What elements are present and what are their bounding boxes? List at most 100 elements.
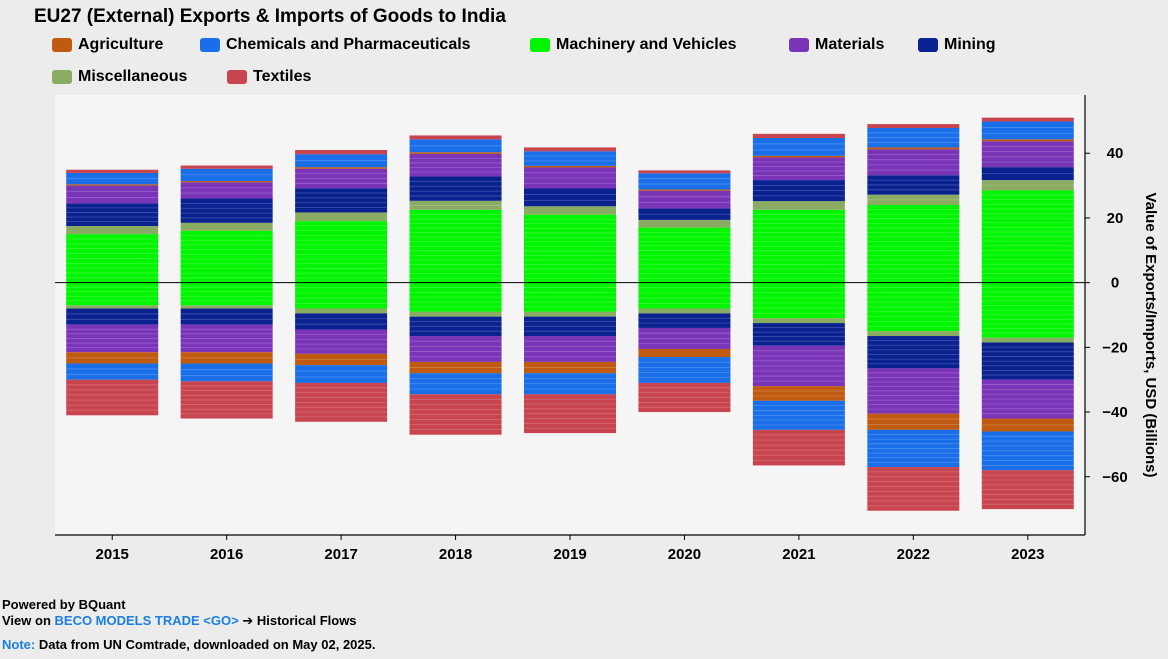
bar-imports-mining-2021: [752, 323, 845, 346]
x-tick-label-2018: 2018: [439, 546, 472, 563]
legend-swatch: [52, 70, 72, 84]
bar-exports-miscellaneous-2017: [295, 212, 388, 222]
bar-exports-chemicals-and-pharmaceuticals-2023: [981, 121, 1074, 140]
chart-title: EU27 (External) Exports & Imports of Goo…: [34, 6, 506, 27]
legend-item-miscellaneous[interactable]: Miscellaneous: [52, 68, 187, 86]
bar-imports-chemicals-and-pharmaceuticals-2022: [867, 429, 960, 468]
bar-imports-mining-2022: [867, 336, 960, 369]
bar-imports-mining-2018: [409, 316, 502, 337]
bar-exports-agriculture-2018: [409, 152, 502, 154]
powered-by: Powered by BQuant: [2, 597, 126, 612]
bar-imports-mining-2017: [295, 313, 388, 330]
bar-imports-materials-2020: [638, 327, 731, 349]
view-on-suffix: ➔ Historical Flows: [242, 613, 357, 628]
bar-exports-materials-2015: [66, 185, 159, 204]
y-tick-label: −40: [1102, 404, 1127, 421]
legend-item-textiles[interactable]: Textiles: [227, 68, 311, 86]
bar-imports-miscellaneous-2018: [409, 311, 502, 317]
bar-imports-agriculture-2020: [638, 348, 731, 358]
bar-exports-miscellaneous-2022: [867, 194, 960, 205]
bar-exports-mining-2023: [981, 167, 1074, 181]
bar-imports-chemicals-and-pharmaceuticals-2017: [295, 365, 388, 383]
bar-imports-machinery-and-vehicles-2019: [524, 282, 616, 312]
bar-imports-textiles-2015: [66, 379, 159, 416]
bar-imports-machinery-and-vehicles-2021: [752, 282, 845, 319]
y-tick-label: −60: [1102, 469, 1127, 486]
bar-exports-agriculture-2023: [981, 139, 1074, 142]
bar-exports-miscellaneous-2018: [409, 200, 502, 210]
legend-item-chemicals-and-pharmaceuticals[interactable]: Chemicals and Pharmaceuticals: [200, 36, 471, 54]
bar-exports-agriculture-2017: [295, 167, 388, 169]
bar-exports-miscellaneous-2020: [638, 219, 731, 228]
bar-exports-chemicals-and-pharmaceuticals-2016: [180, 168, 273, 182]
bar-exports-textiles-2020: [638, 170, 731, 174]
legend-label: Miscellaneous: [78, 68, 188, 85]
legend-swatch: [227, 70, 247, 84]
bar-exports-mining-2017: [295, 188, 388, 213]
bar-exports-textiles-2015: [66, 169, 159, 173]
legend-swatch: [530, 38, 550, 52]
bar-exports-chemicals-and-pharmaceuticals-2020: [638, 173, 731, 190]
legend-label: Mining: [944, 36, 996, 53]
legend-label: Textiles: [253, 68, 312, 85]
bar-exports-chemicals-and-pharmaceuticals-2019: [524, 151, 616, 166]
legend-item-mining[interactable]: Mining: [918, 36, 996, 54]
view-on-line: View on BECO MODELS TRADE <GO> ➔ Histori…: [2, 613, 357, 629]
legend-label: Machinery and Vehicles: [556, 36, 737, 53]
bar-imports-machinery-and-vehicles-2022: [867, 282, 960, 332]
bar-imports-mining-2016: [180, 308, 273, 325]
bar-exports-machinery-and-vehicles-2020: [638, 227, 731, 283]
bar-exports-machinery-and-vehicles-2015: [66, 234, 159, 283]
bar-imports-agriculture-2015: [66, 352, 159, 364]
bar-imports-materials-2021: [752, 345, 845, 387]
bar-exports-materials-2023: [981, 141, 1074, 168]
bar-exports-textiles-2023: [981, 117, 1074, 122]
y-tick-label: 40: [1107, 145, 1124, 162]
x-tick-label-2020: 2020: [668, 546, 701, 563]
bar-imports-chemicals-and-pharmaceuticals-2020: [638, 357, 731, 383]
bar-imports-agriculture-2017: [295, 353, 388, 366]
bar-imports-textiles-2020: [638, 382, 731, 413]
bar-imports-materials-2016: [180, 324, 273, 353]
x-tick-label-2017: 2017: [324, 546, 357, 563]
bar-imports-materials-2018: [409, 336, 502, 362]
y-axis-label: Value of Exports/Imports, USD (Billions): [1142, 192, 1159, 477]
bar-exports-machinery-and-vehicles-2017: [295, 221, 388, 283]
bar-imports-mining-2019: [524, 316, 616, 337]
bar-exports-mining-2018: [409, 176, 502, 201]
bar-exports-miscellaneous-2016: [180, 222, 273, 231]
bar-imports-machinery-and-vehicles-2015: [66, 282, 159, 306]
y-tick-label: 20: [1107, 210, 1124, 227]
bar-exports-materials-2018: [409, 153, 502, 177]
bar-exports-materials-2019: [524, 167, 616, 189]
x-tick-label-2019: 2019: [553, 546, 586, 563]
bar-imports-chemicals-and-pharmaceuticals-2016: [180, 363, 273, 382]
bar-exports-miscellaneous-2023: [981, 180, 1074, 191]
legend-item-machinery-and-vehicles[interactable]: Machinery and Vehicles: [530, 36, 737, 54]
bar-imports-agriculture-2022: [867, 413, 960, 430]
bar-imports-mining-2020: [638, 313, 731, 328]
legend-item-agriculture[interactable]: Agriculture: [52, 36, 163, 54]
bar-imports-chemicals-and-pharmaceuticals-2019: [524, 373, 616, 395]
bar-imports-machinery-and-vehicles-2017: [295, 282, 388, 309]
bar-exports-machinery-and-vehicles-2016: [180, 230, 273, 283]
bar-imports-textiles-2017: [295, 382, 388, 422]
bar-imports-mining-2023: [981, 342, 1074, 380]
beco-models-link[interactable]: BECO MODELS TRADE <GO>: [54, 613, 239, 628]
view-on-prefix: View on: [2, 613, 51, 628]
bar-imports-materials-2019: [524, 336, 616, 362]
bar-imports-miscellaneous-2016: [180, 305, 273, 309]
x-tick-label-2015: 2015: [96, 546, 129, 563]
legend-swatch: [918, 38, 938, 52]
bar-imports-materials-2022: [867, 368, 960, 414]
bar-imports-machinery-and-vehicles-2023: [981, 282, 1074, 338]
bar-imports-agriculture-2021: [752, 386, 845, 401]
bar-exports-mining-2022: [867, 175, 960, 195]
bar-exports-machinery-and-vehicles-2021: [752, 209, 845, 283]
bar-imports-materials-2023: [981, 379, 1074, 419]
legend-item-materials[interactable]: Materials: [789, 36, 884, 54]
bar-imports-mining-2015: [66, 308, 159, 325]
bar-imports-agriculture-2023: [981, 418, 1074, 432]
bar-exports-miscellaneous-2021: [752, 201, 845, 210]
y-tick-label: −20: [1102, 339, 1127, 356]
